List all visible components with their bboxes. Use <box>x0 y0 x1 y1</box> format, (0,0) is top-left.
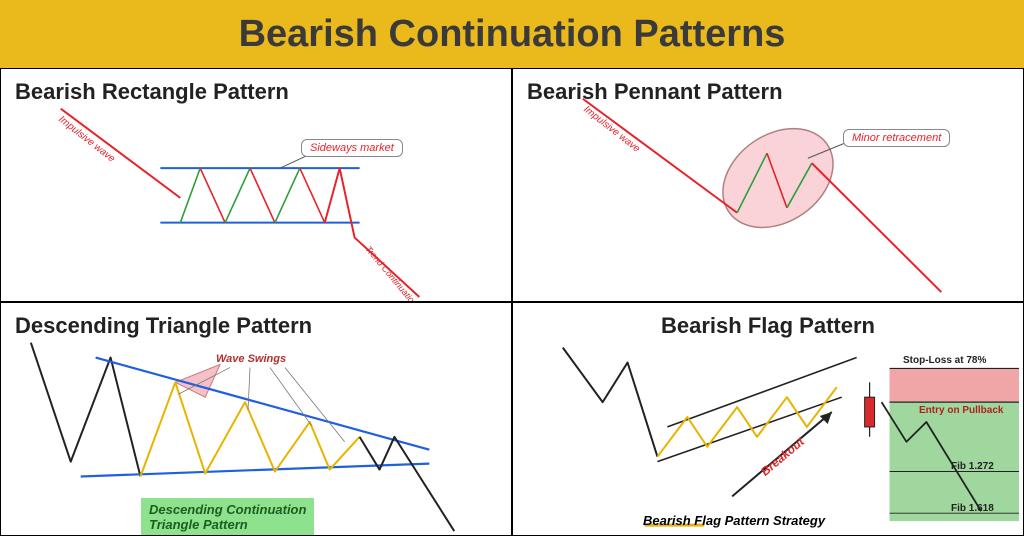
rectangle-chart <box>1 69 511 301</box>
panel-triangle: Descending Triangle Pattern Wave Swings … <box>0 302 512 536</box>
pennant-chart <box>513 69 1023 301</box>
sideways-market-callout: Sideways market <box>301 139 403 157</box>
flag-chart <box>513 303 1023 535</box>
minor-retracement-callout: Minor retracement <box>843 129 950 147</box>
header-banner: Bearish Continuation Patterns <box>0 0 1024 68</box>
panel-flag: Bearish Flag Pattern Breakout Bearish Fl… <box>512 302 1024 536</box>
entry-label: Entry on Pullback <box>919 405 1003 416</box>
panel-pennant: Bearish Pennant Pattern Impulsive wave M… <box>512 68 1024 302</box>
fib-1618-label: Fib 1.618 <box>951 503 994 514</box>
descending-triangle-box-label: Descending ContinuationTriangle Pattern <box>141 498 314 536</box>
wave-swings-label: Wave Swings <box>216 353 286 365</box>
flag-strategy-label: Bearish Flag Pattern Strategy <box>643 513 825 528</box>
stop-loss-label: Stop-Loss at 78% <box>903 355 986 366</box>
fib-1272-label: Fib 1.272 <box>951 461 994 472</box>
pattern-grid: Bearish Rectangle Pattern Impulsive wave… <box>0 68 1024 536</box>
panel-rectangle: Bearish Rectangle Pattern Impulsive wave… <box>0 68 512 302</box>
header-title: Bearish Continuation Patterns <box>239 13 786 56</box>
